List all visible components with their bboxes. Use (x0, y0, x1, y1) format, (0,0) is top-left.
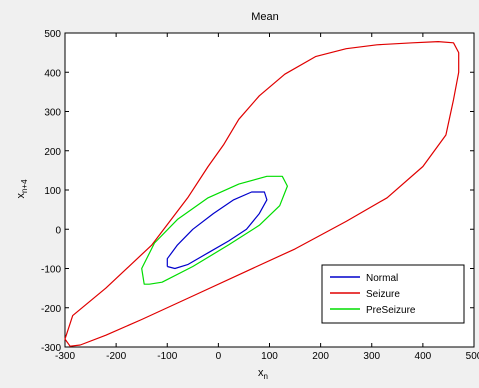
x-tick-label: 200 (312, 351, 329, 362)
x-axis-title-subscript: n (264, 372, 268, 381)
x-tick-label: 300 (363, 351, 380, 362)
x-tick-label: -200 (106, 351, 126, 362)
x-tick-label: 100 (261, 351, 278, 362)
y-axis-title-subscript: n+4 (20, 179, 29, 193)
x-tick-label: -100 (157, 351, 177, 362)
y-tick-label: -300 (41, 343, 61, 354)
y-tick-label: -200 (41, 304, 61, 315)
legend-label-normal: Normal (366, 273, 398, 284)
legend-label-seizure: Seizure (366, 289, 400, 300)
legend: Normal Seizure PreSeizure (321, 264, 465, 324)
series-line-seizure (64, 41, 460, 347)
series-line-normal (166, 191, 268, 270)
x-tick-label: 500 (466, 351, 479, 362)
y-tick-label: -100 (41, 265, 61, 276)
x-tick-label: -300 (55, 351, 75, 362)
y-tick-label: 0 (55, 225, 61, 236)
legend-box (321, 264, 465, 324)
x-axis-title: xn (258, 367, 268, 381)
y-tick-label: 300 (44, 108, 61, 119)
series-group (64, 41, 460, 347)
y-tick-label: 200 (44, 147, 61, 158)
y-tick-label: 500 (44, 29, 61, 40)
y-tick-label: 100 (44, 186, 61, 197)
y-axis-title: xn+4 (15, 179, 29, 199)
y-tick-label: 400 (44, 68, 61, 79)
legend-label-preseizure: PreSeizure (366, 305, 416, 316)
x-axis-title-main: x (258, 367, 264, 379)
x-tick-label: 400 (415, 351, 432, 362)
x-tick-label: 0 (216, 351, 222, 362)
y-axis-title-main: x (15, 193, 27, 199)
chart-title: Mean (251, 11, 279, 23)
series-line-preseizure (141, 175, 288, 285)
